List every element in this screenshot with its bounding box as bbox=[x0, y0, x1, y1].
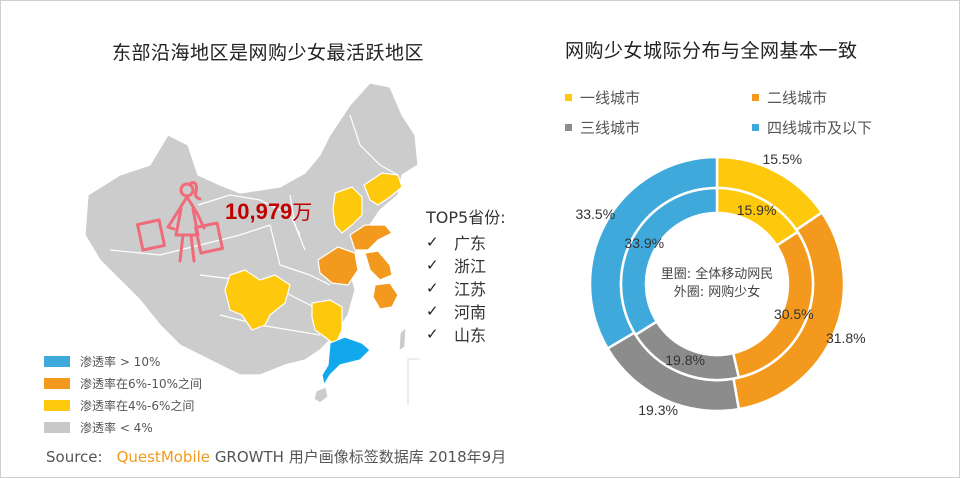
legend-label: 渗透率 < 4% bbox=[80, 420, 153, 435]
inner-ring-value-label: 33.9% bbox=[624, 234, 665, 251]
total-users-unit: 万 bbox=[292, 200, 313, 224]
check-icon: ✓ bbox=[426, 278, 439, 297]
legend-label: 渗透率 > 10% bbox=[80, 354, 161, 369]
legend-label: 四线城市及以下 bbox=[767, 119, 873, 137]
map-title: 东部沿海地区是网购少女最活跃地区 bbox=[112, 42, 425, 64]
legend-swatch bbox=[44, 399, 70, 411]
shopping-girl-icon bbox=[136, 181, 224, 263]
map-region-henan bbox=[317, 246, 359, 286]
province-label: 河南 bbox=[454, 302, 487, 322]
check-icon: ✓ bbox=[426, 324, 439, 343]
total-users-number: 10,979 bbox=[225, 199, 293, 224]
inner-ring-segment bbox=[619, 186, 719, 337]
province-label: 浙江 bbox=[454, 256, 487, 276]
legend-label: 渗透率在6%-10%之间 bbox=[80, 376, 203, 391]
donut-legend-item: 四线城市及以下 bbox=[752, 117, 872, 138]
legend-label: 渗透率在4%-6%之间 bbox=[80, 398, 195, 413]
inner-ring-value-label: 15.9% bbox=[736, 202, 777, 219]
outer-ring-value-label: 33.5% bbox=[575, 205, 616, 222]
map-legend-item: 渗透率在4%-6%之间 bbox=[44, 394, 202, 416]
map-region-sichuan bbox=[224, 269, 291, 331]
source-text: GROWTH 用户画像标签数据库 2018年9月 bbox=[214, 448, 507, 466]
legend-swatch bbox=[44, 355, 70, 367]
legend-swatch bbox=[752, 94, 759, 101]
donut-legend-item: 一线城市 bbox=[565, 87, 640, 108]
legend-swatch bbox=[565, 124, 572, 131]
donut-legend-item: 二线城市 bbox=[752, 87, 827, 108]
inner-ring-caption: 里圈: 全体移动网民 bbox=[660, 267, 774, 282]
map-legend-item: 渗透率 < 4% bbox=[44, 416, 202, 438]
check-icon: ✓ bbox=[426, 255, 439, 274]
map-region-zhejiang bbox=[372, 282, 399, 310]
donut-legend-item: 三线城市 bbox=[565, 117, 640, 138]
outer-ring-caption: 外圈: 网购少女 bbox=[673, 285, 761, 300]
map-region-guangdong bbox=[321, 336, 371, 386]
top5-item: ✓ 浙江 bbox=[426, 253, 506, 276]
province-label: 江苏 bbox=[454, 279, 487, 299]
legend-swatch bbox=[44, 421, 70, 433]
total-users-value: 10,979万 bbox=[225, 196, 312, 225]
top5-item: ✓ 河南 bbox=[426, 299, 506, 322]
map-region-hebei bbox=[332, 186, 363, 234]
map-legend-item: 渗透率 > 10% bbox=[44, 350, 202, 372]
inner-ring-value-label: 30.5% bbox=[773, 306, 814, 323]
legend-swatch bbox=[752, 124, 759, 131]
map-region-shandong bbox=[349, 224, 393, 251]
map-base-region bbox=[84, 82, 419, 376]
legend-label: 二线城市 bbox=[767, 89, 828, 107]
map-region-taiwan bbox=[398, 326, 407, 352]
legend-swatch bbox=[44, 377, 70, 389]
top5-item: ✓ 山东 bbox=[426, 322, 506, 345]
south-sea-inset bbox=[407, 358, 420, 405]
outer-ring-value-label: 19.3% bbox=[638, 402, 678, 419]
top5-provinces: TOP5省份: ✓ 广东 ✓ 浙江 ✓ 江苏 ✓ 河南 ✓ 山东 bbox=[426, 204, 506, 345]
top5-item: ✓ 江苏 bbox=[426, 276, 506, 299]
top5-item: ✓ 广东 bbox=[426, 230, 506, 253]
map-legend: 渗透率 > 10% 渗透率在6%-10%之间 渗透率在4%-6%之间 渗透率 <… bbox=[44, 350, 202, 438]
map-region-hainan bbox=[313, 386, 329, 404]
top5-heading: TOP5省份: bbox=[426, 208, 506, 227]
outer-ring-value-label: 31.8% bbox=[825, 329, 866, 346]
map-region-liaoning bbox=[363, 172, 403, 206]
outer-ring-value-label: 15.5% bbox=[762, 151, 803, 168]
china-map bbox=[84, 82, 420, 405]
province-label: 山东 bbox=[454, 325, 487, 345]
legend-label: 一线城市 bbox=[580, 89, 641, 107]
donut-title: 网购少女城际分布与全网基本一致 bbox=[565, 40, 858, 62]
check-icon: ✓ bbox=[426, 232, 439, 251]
source-prefix: Source: bbox=[46, 448, 103, 466]
province-label: 广东 bbox=[454, 233, 487, 253]
source-note: Source: QuestMobile GROWTH 用户画像标签数据库 2018… bbox=[46, 446, 506, 467]
map-region-jiangsu bbox=[364, 250, 393, 281]
map-legend-item: 渗透率在6%-10%之间 bbox=[44, 372, 202, 394]
source-brand: QuestMobile bbox=[116, 448, 211, 466]
check-icon: ✓ bbox=[426, 301, 439, 320]
donut-center-text: 里圈: 全体移动网民 外圈: 网购少女 bbox=[647, 266, 787, 302]
inner-ring-value-label: 19.8% bbox=[665, 351, 705, 368]
legend-label: 三线城市 bbox=[580, 119, 641, 137]
legend-swatch bbox=[565, 94, 572, 101]
